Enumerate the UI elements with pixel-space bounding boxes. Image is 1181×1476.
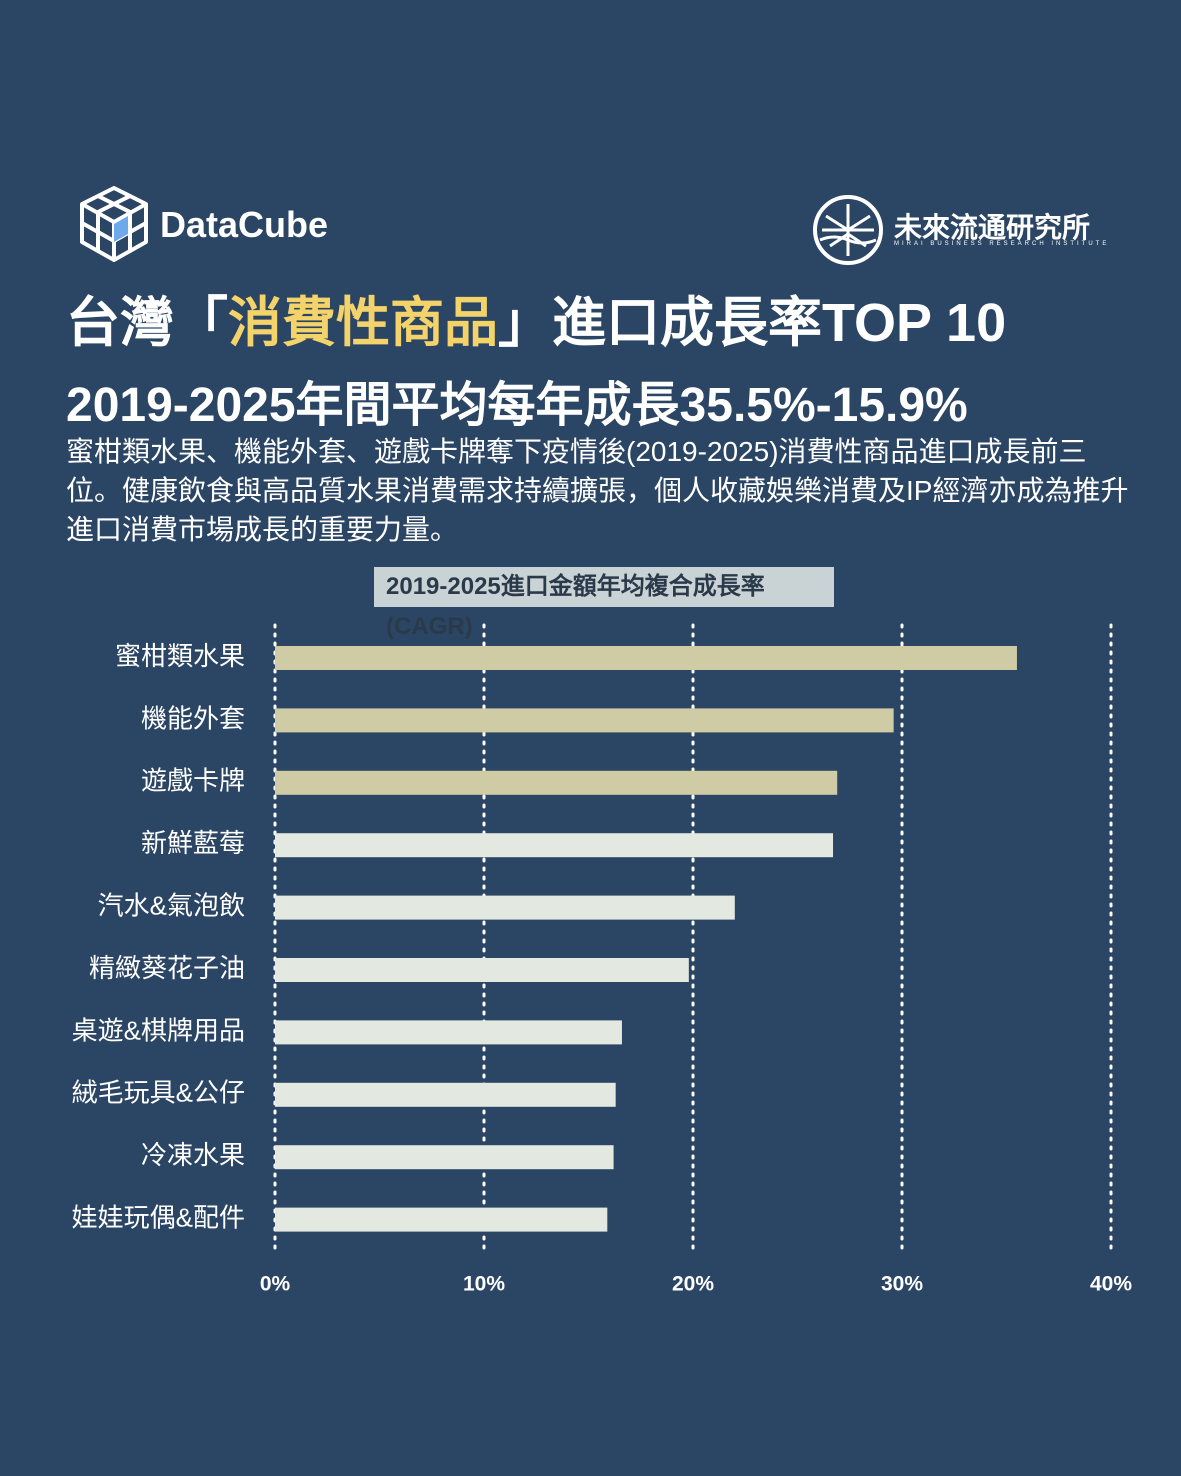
bar: [275, 1020, 622, 1045]
bar: [275, 1145, 614, 1170]
title: 台灣「消費性商品」進口成長率TOP 10: [66, 278, 1006, 357]
bar: [275, 1082, 616, 1107]
org-icon: [813, 195, 883, 265]
bar: [275, 958, 689, 982]
bar: [275, 646, 1017, 670]
x-tick-label: 20%: [672, 1273, 714, 1296]
y-tick-label: 蜜柑類水果: [115, 641, 245, 671]
y-tick-label: 絨毛玩具&公仔: [72, 1078, 245, 1108]
bar: [275, 770, 838, 795]
y-tick-label: 新鮮藍莓: [141, 828, 245, 858]
y-tick-label: 冷凍水果: [141, 1140, 245, 1170]
y-tick-label: 機能外套: [141, 703, 245, 733]
org-name-en: MIRAI BUSINESS RESEARCH INSTITUTE: [894, 241, 1110, 247]
y-tick-label: 精緻葵花子油: [89, 953, 245, 983]
x-tick-label: 10%: [463, 1273, 505, 1296]
chart-title: 2019-2025進口金額年均複合成長率(CAGR): [374, 567, 834, 640]
x-tick-label: 0%: [260, 1273, 291, 1296]
subtitle: 2019-2025年間平均每年成長35.5%-15.9%: [66, 379, 968, 432]
datacube-icon: [80, 186, 148, 262]
y-tick-label: 娃娃玩偶&配件: [72, 1202, 245, 1232]
x-tick-label: 30%: [881, 1273, 923, 1296]
y-tick-label: 汽水&氣泡飲: [98, 890, 245, 920]
chart: 0% 10% 20% 30% 40% 蜜柑類水果機能外套遊戲卡牌新鮮藍莓汽水&氣泡飲精緻葵…: [72, 623, 1132, 1296]
bar: [275, 708, 894, 733]
title-part: 台灣「: [66, 293, 228, 353]
description: 蜜柑類水果、機能外套、遊戲卡牌奪下疫情後(2019-2025)消費性商品進口成長…: [66, 436, 1129, 545]
org-name: 未來流通研究所: [894, 212, 1091, 243]
brand: DataCube: [160, 204, 329, 245]
bar: [275, 895, 735, 920]
bar: [275, 1207, 608, 1232]
y-tick-label: 桌遊&棋牌用品: [72, 1015, 245, 1045]
x-tick-label: 40%: [1090, 1273, 1132, 1296]
title-part: 」進口成長率TOP 10: [498, 293, 1007, 353]
title-highlight: 消費性商品: [228, 293, 498, 353]
bar: [275, 833, 834, 858]
y-tick-label: 遊戲卡牌: [141, 766, 245, 796]
